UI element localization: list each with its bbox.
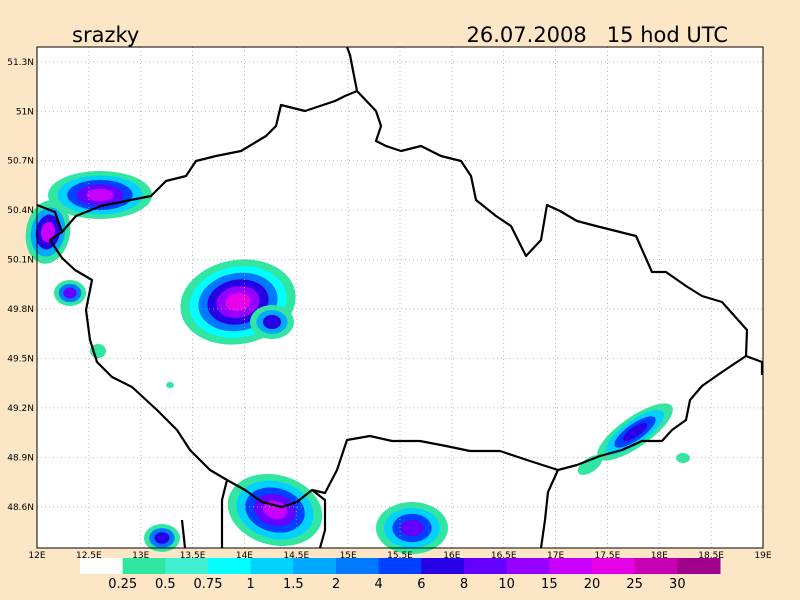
lat-tick-label: 49.8N: [7, 305, 34, 315]
precip-contour: [154, 532, 170, 544]
colorbar-swatch: [165, 558, 209, 574]
lon-tick-label: 12.5E: [76, 551, 102, 561]
lon-tick-label: 17.5E: [595, 551, 621, 561]
grid: [37, 47, 763, 548]
colorbar-swatch: [506, 558, 550, 574]
colorbar: 0.25 0.5 0.75 1 1.5 2 4 6 8 10 15 20 25 30: [80, 558, 721, 592]
colorbar-label: 0.25: [108, 577, 137, 592]
lon-tick-label: 17E: [547, 551, 564, 561]
lon-tick-label: 13.5E: [180, 551, 206, 561]
colorbar-swatch: [592, 558, 636, 574]
lat-tick-label: 49.2N: [7, 404, 34, 414]
lat-tick-label: 48.9N: [7, 453, 34, 463]
precip-field: [25, 171, 690, 554]
lon-tick-label: 13E: [132, 551, 149, 561]
lat-tick-label: 51.3N: [7, 58, 34, 68]
datetime: 26.07.2008 15 hod UTC: [467, 23, 728, 47]
precip-contour: [166, 382, 174, 388]
plot-area: [37, 47, 763, 548]
colorbar-swatch: [549, 558, 593, 574]
precip-contour: [400, 519, 424, 537]
plot-frame: [36, 46, 764, 549]
precip-contour: [225, 292, 251, 312]
colorbar-label: 10: [498, 577, 515, 592]
precip-contour: [63, 287, 77, 299]
precip-contour: [577, 455, 603, 475]
colorbar-swatch: [677, 558, 721, 574]
lon-tick-label: 14E: [236, 551, 253, 561]
colorbar-label: 1: [247, 577, 255, 592]
colorbar-label: 0.75: [194, 577, 223, 592]
lon-tick-label: 15E: [340, 551, 357, 561]
colorbar-swatch: [293, 558, 337, 574]
colorbar-label: 20: [584, 577, 601, 592]
colorbar-label: 0.5: [155, 577, 176, 592]
precip-contour: [262, 315, 282, 329]
colorbar-swatch: [634, 558, 678, 574]
precip-contour: [676, 453, 690, 463]
colorbar-label: 15: [541, 577, 558, 592]
precip-contour: [86, 188, 114, 202]
colorbar-label: 6: [417, 577, 425, 592]
lon-tick-label: 14.5E: [283, 551, 309, 561]
lon-tick-label: 12E: [28, 551, 45, 561]
lon-tick-label: 16E: [443, 551, 460, 561]
colorbar-swatch: [464, 558, 508, 574]
lat-tick-label: 50.7N: [7, 157, 34, 167]
lon-tick-label: 16.5E: [491, 551, 517, 561]
lon-tick-label: 18.5E: [698, 551, 724, 561]
colorbar-label: 1.5: [283, 577, 304, 592]
precip-contour: [622, 422, 648, 442]
lon-tick-label: 18E: [651, 551, 668, 561]
colorbar-label: 2: [332, 577, 340, 592]
colorbar-swatch: [378, 558, 422, 574]
lat-tick-label: 48.6N: [7, 503, 34, 513]
border: [36, 46, 764, 549]
lat-tick-label: 50.1N: [7, 256, 34, 266]
title: srazky: [72, 23, 139, 47]
colorbar-swatch: [80, 558, 124, 574]
lon-tick-label: 15.5E: [387, 551, 413, 561]
colorbar-label: 4: [375, 577, 383, 592]
lon-tick-label: 19E: [754, 551, 771, 561]
lat-tick-label: 50.4N: [7, 206, 34, 216]
lat-tick-label: 51N: [16, 107, 34, 117]
lat-tick-label: 49.5N: [7, 354, 34, 364]
precip-contour: [40, 221, 56, 243]
colorbar-swatch: [122, 558, 166, 574]
colorbar-swatch: [250, 558, 294, 574]
colorbar-swatch: [336, 558, 380, 574]
colorbar-label: 8: [460, 577, 468, 592]
colorbar-swatch: [421, 558, 465, 574]
precip-contour: [262, 500, 288, 520]
colorbar-label: 30: [669, 577, 686, 592]
colorbar-swatch: [208, 558, 252, 574]
colorbar-label: 25: [626, 577, 643, 592]
